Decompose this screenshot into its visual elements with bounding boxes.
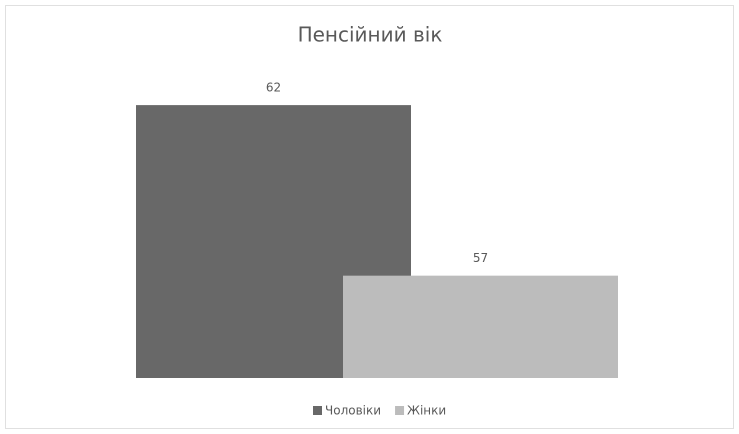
bar (343, 275, 618, 378)
data-label: 62 (266, 81, 281, 95)
chart-title: Пенсійний вік (298, 23, 443, 47)
legend-swatch (395, 406, 405, 415)
legend-label: Жінки (407, 404, 446, 418)
data-label: 57 (473, 251, 488, 265)
legend-label: Чоловіки (325, 404, 381, 418)
legend-swatch (313, 406, 322, 415)
